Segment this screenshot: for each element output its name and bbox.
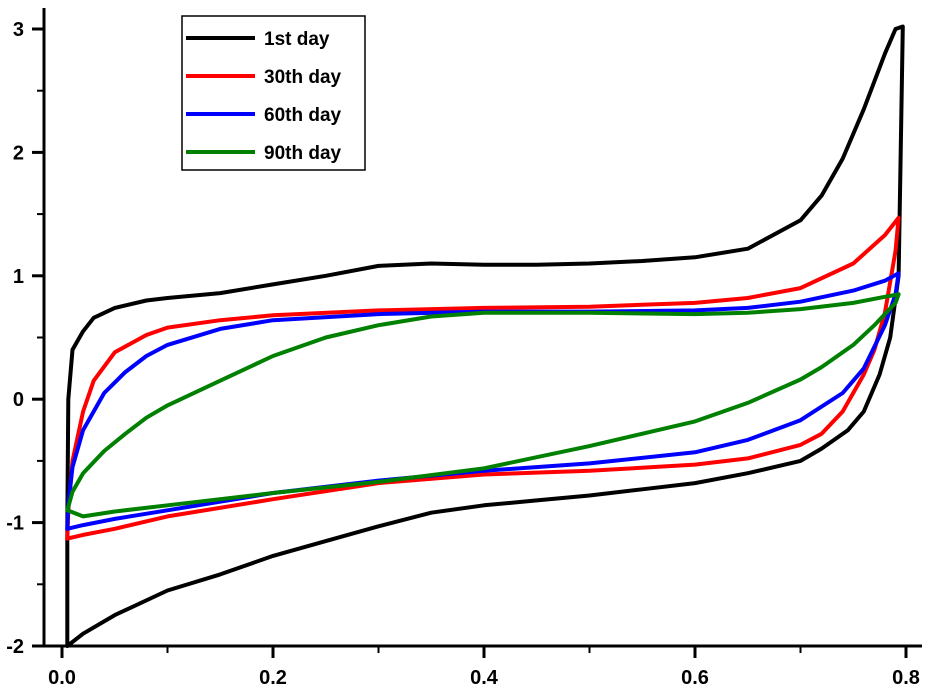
- y-tick-label: 3: [13, 19, 24, 41]
- series-line-4: [65, 292, 901, 519]
- y-tick-label: -1: [6, 513, 24, 535]
- ticks-layer: 0.0 0.2 0.4 0.6 0.8 3 2 1 0 -1 -2: [6, 19, 920, 689]
- x-tick-label: 0.0: [48, 667, 76, 689]
- legend-label-2: 30th day: [264, 67, 342, 88]
- series-line-1: [65, 24, 905, 648]
- y-tick-label: 2: [13, 142, 24, 164]
- series-layer: [65, 24, 905, 648]
- legend: 1st day 30th day 60th day 90th day: [181, 15, 366, 171]
- y-tick-label: -2: [6, 636, 24, 658]
- x-tick-label: 0.4: [470, 667, 499, 689]
- series-line-2: [65, 215, 901, 541]
- y-tick-label: 0: [13, 389, 24, 411]
- y-tick-label: 1: [13, 266, 24, 288]
- x-tick-label: 0.2: [259, 667, 287, 689]
- legend-label-3: 60th day: [264, 105, 342, 126]
- legend-label-1: 1st day: [264, 29, 330, 50]
- legend-box: [181, 15, 366, 171]
- x-tick-label: 0.8: [892, 667, 920, 689]
- legend-label-4: 90th day: [264, 143, 342, 164]
- x-tick-label: 0.6: [681, 667, 709, 689]
